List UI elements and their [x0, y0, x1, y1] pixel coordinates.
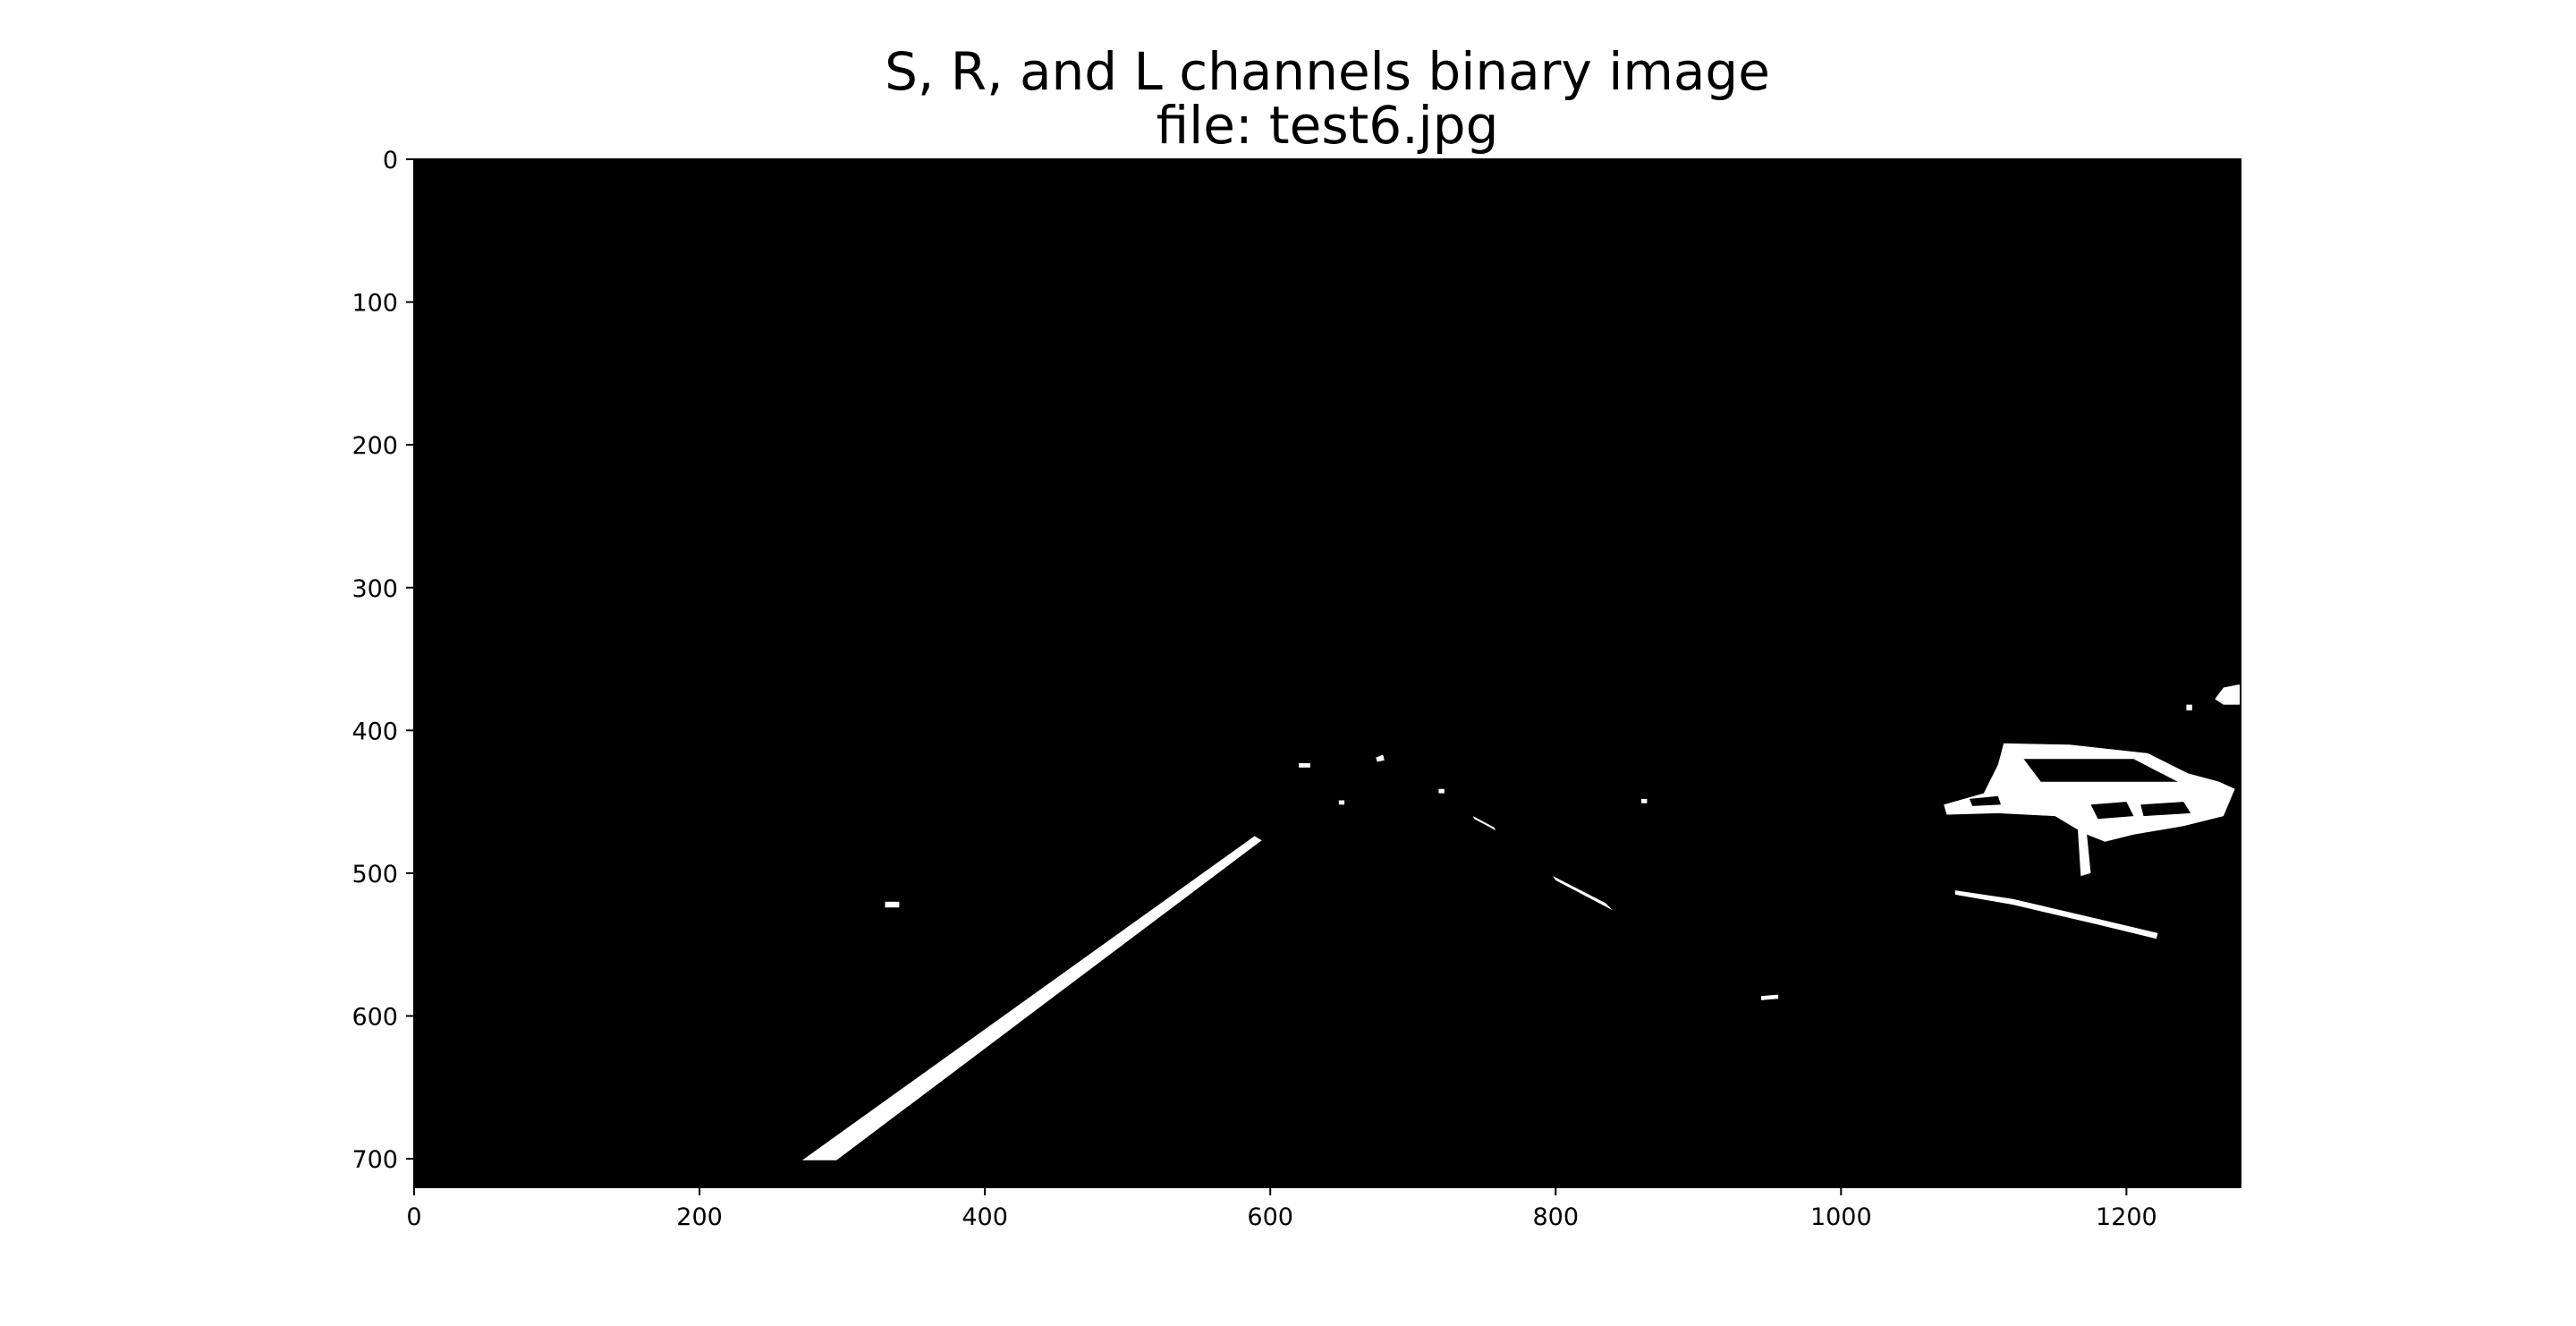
y-tick-label: 400: [352, 718, 398, 745]
y-tick-label: 500: [352, 861, 398, 888]
x-tick-label: 200: [676, 1203, 723, 1231]
x-tick-label: 400: [962, 1203, 1008, 1231]
right-lane-dash: [1553, 876, 1614, 911]
speck-8: [2186, 704, 2192, 710]
figure-title-line-2: file: test6.jpg: [1157, 95, 1499, 156]
y-tick-label: 700: [352, 1146, 398, 1174]
x-tick-label: 800: [1532, 1203, 1579, 1231]
binary-image-plot: 0 200 400 600 800 1000 1200 0 100 200 300 400 500 600…: [352, 147, 2241, 1231]
vehicle-dark-patch: [2090, 802, 2134, 820]
y-tick-label: 0: [383, 147, 398, 174]
speck-6: [1438, 788, 1445, 794]
road-edge-right: [1954, 890, 2158, 939]
vehicle-right-wheel: [2078, 830, 2091, 877]
vehicle-dark-patch: [2140, 802, 2191, 817]
far-right-edge: [2215, 684, 2241, 705]
speck-4: [1761, 994, 1779, 1000]
y-tick-label: 200: [352, 432, 398, 460]
speck-5: [1338, 800, 1345, 805]
vehicle-right: [1944, 743, 2235, 842]
figure-title-line-1: S, R, and L channels binary image: [885, 41, 1770, 102]
left-lane-line: [801, 836, 1262, 1160]
x-tick-label: 1000: [1810, 1203, 1872, 1231]
y-tick-label: 600: [352, 1004, 398, 1032]
x-tick-label: 1200: [2096, 1203, 2157, 1231]
y-tick-label: 300: [352, 575, 398, 603]
right-lane-far-dash: [1472, 816, 1496, 830]
binary-image-background: [414, 159, 2241, 1187]
x-tick-label: 600: [1247, 1203, 1293, 1231]
vehicle-dark-patch: [2023, 759, 2178, 782]
speck-1: [885, 901, 900, 908]
axes-frame: [413, 158, 2241, 1188]
vehicle-dark-patch: [1969, 795, 2001, 806]
speck-3: [1376, 754, 1385, 762]
x-tick-label: 0: [406, 1203, 421, 1231]
speck-2: [1299, 763, 1310, 768]
y-tick-label: 100: [352, 290, 398, 318]
speck-7: [1641, 798, 1648, 803]
